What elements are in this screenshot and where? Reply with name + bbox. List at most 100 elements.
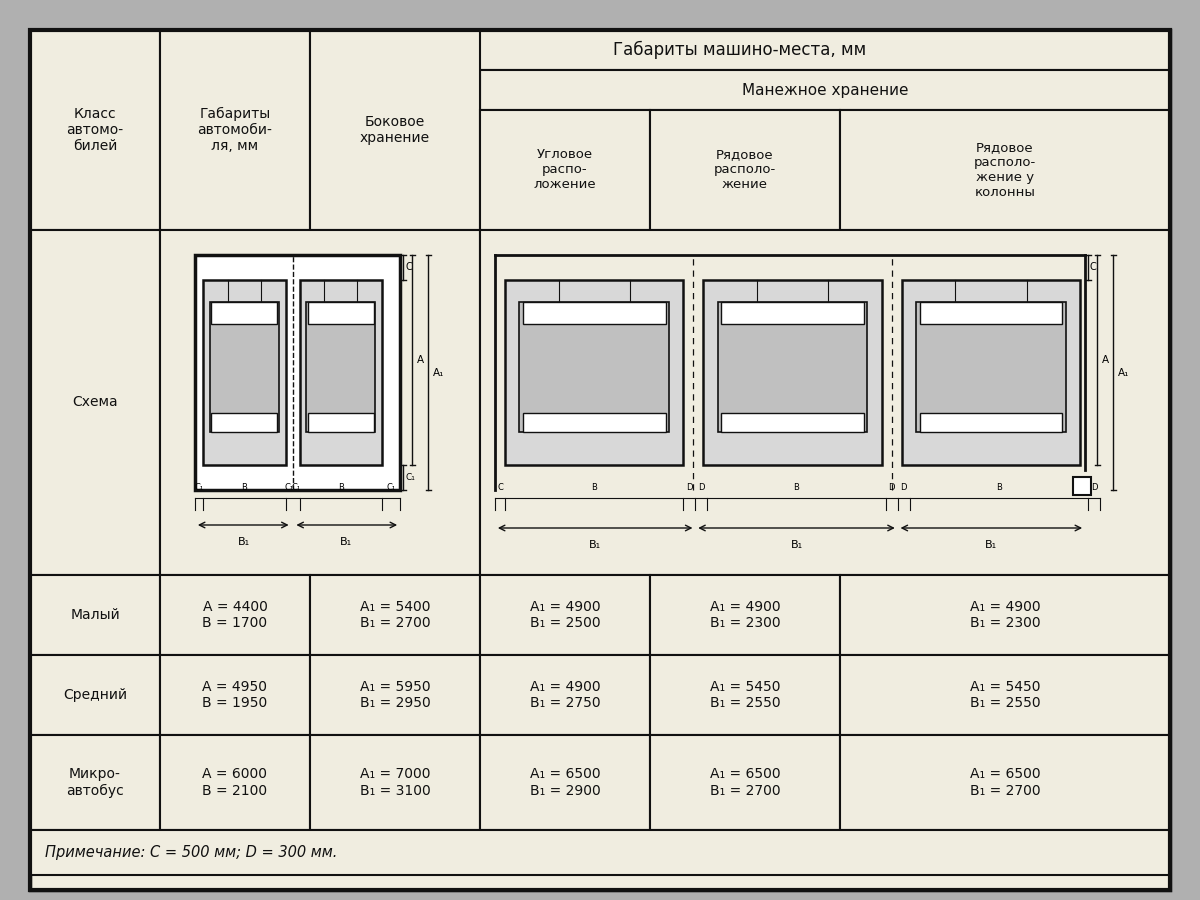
- Text: A₁ = 7000
B₁ = 3100: A₁ = 7000 B₁ = 3100: [360, 768, 431, 797]
- Bar: [919, 413, 1062, 432]
- Bar: [203, 280, 286, 465]
- Text: B: B: [793, 483, 799, 492]
- Text: Малый: Малый: [70, 608, 120, 622]
- Text: A₁ = 6500
B₁ = 2900: A₁ = 6500 B₁ = 2900: [529, 768, 600, 797]
- Text: B: B: [592, 483, 598, 492]
- Bar: [310, 575, 480, 655]
- Text: C: C: [1090, 263, 1097, 273]
- Bar: [650, 575, 840, 655]
- Text: A₁: A₁: [433, 367, 444, 377]
- Text: Габариты машино-места, мм: Габариты машино-места, мм: [613, 40, 866, 59]
- Bar: [721, 413, 864, 432]
- Text: A₁ = 5400
B₁ = 2700: A₁ = 5400 B₁ = 2700: [360, 600, 431, 630]
- Bar: [523, 413, 666, 432]
- Bar: [30, 830, 1170, 875]
- Bar: [1073, 477, 1091, 495]
- Bar: [211, 413, 277, 432]
- Text: B₁: B₁: [589, 540, 601, 550]
- Text: C₁: C₁: [386, 483, 396, 492]
- Text: B: B: [996, 483, 1002, 492]
- Text: Рядовое
располо-
жение: Рядовое располо- жение: [714, 148, 776, 192]
- Text: B₁: B₁: [340, 537, 353, 547]
- Text: B: B: [241, 483, 247, 492]
- Text: Средний: Средний: [62, 688, 127, 702]
- Bar: [306, 302, 376, 432]
- Bar: [840, 110, 1170, 230]
- Text: Угловое
распо-
ложение: Угловое распо- ложение: [534, 148, 596, 192]
- Bar: [310, 735, 480, 830]
- Bar: [307, 413, 373, 432]
- Bar: [194, 255, 400, 490]
- Text: D: D: [900, 483, 907, 492]
- Text: A₁ = 4900
B₁ = 2500: A₁ = 4900 B₁ = 2500: [529, 600, 600, 630]
- Bar: [650, 735, 840, 830]
- Text: C₁: C₁: [292, 483, 301, 492]
- Bar: [650, 110, 840, 230]
- Bar: [310, 30, 480, 230]
- Text: B: B: [338, 483, 343, 492]
- Bar: [30, 575, 160, 655]
- Bar: [160, 30, 310, 230]
- Bar: [480, 735, 650, 830]
- Text: C: C: [406, 263, 412, 273]
- Bar: [480, 575, 650, 655]
- Bar: [703, 280, 882, 465]
- Bar: [310, 655, 480, 735]
- Text: C₁: C₁: [406, 473, 415, 482]
- Text: Класс
автомо-
билей: Класс автомо- билей: [66, 107, 124, 153]
- Text: A₁ = 4900
B₁ = 2750: A₁ = 4900 B₁ = 2750: [529, 680, 600, 710]
- Bar: [480, 655, 650, 735]
- Bar: [721, 302, 864, 324]
- Text: A: A: [1102, 355, 1109, 365]
- Text: Боковое
хранение: Боковое хранение: [360, 115, 430, 145]
- Bar: [300, 280, 382, 465]
- Text: A = 6000
B = 2100: A = 6000 B = 2100: [203, 768, 268, 797]
- Bar: [650, 655, 840, 735]
- Bar: [30, 735, 160, 830]
- Text: Рядовое
располо-
жение у
колонны: Рядовое располо- жение у колонны: [974, 141, 1036, 199]
- Bar: [840, 735, 1170, 830]
- Text: A₁ = 5450
B₁ = 2550: A₁ = 5450 B₁ = 2550: [970, 680, 1040, 710]
- Text: A₁ = 4900
B₁ = 2300: A₁ = 4900 B₁ = 2300: [709, 600, 780, 630]
- Text: A₁: A₁: [1118, 367, 1129, 377]
- Text: D: D: [686, 483, 692, 492]
- Text: A₁ = 5450
B₁ = 2550: A₁ = 5450 B₁ = 2550: [709, 680, 780, 710]
- Text: B₁: B₁: [791, 540, 803, 550]
- Text: D: D: [1091, 483, 1097, 492]
- Bar: [718, 302, 868, 432]
- Bar: [901, 280, 1080, 465]
- Text: Микро-
автобус: Микро- автобус: [66, 768, 124, 797]
- Bar: [480, 70, 1170, 110]
- Bar: [211, 302, 277, 324]
- Bar: [160, 230, 480, 575]
- Text: C₁: C₁: [194, 483, 204, 492]
- Text: D: D: [888, 483, 895, 492]
- Text: Схема: Схема: [72, 395, 118, 410]
- Bar: [523, 302, 666, 324]
- Text: Примечание: C = 500 мм; D = 300 мм.: Примечание: C = 500 мм; D = 300 мм.: [46, 845, 337, 860]
- Text: A: A: [418, 355, 424, 365]
- Text: A = 4400
B = 1700: A = 4400 B = 1700: [203, 600, 268, 630]
- Bar: [30, 230, 160, 575]
- Bar: [520, 302, 670, 432]
- Text: A₁ = 6500
B₁ = 2700: A₁ = 6500 B₁ = 2700: [970, 768, 1040, 797]
- Text: C: C: [497, 483, 503, 492]
- Bar: [840, 575, 1170, 655]
- Bar: [210, 302, 278, 432]
- Bar: [480, 110, 650, 230]
- Bar: [480, 230, 1170, 575]
- Bar: [30, 30, 160, 230]
- Bar: [307, 302, 373, 324]
- Bar: [310, 30, 1170, 70]
- Bar: [840, 655, 1170, 735]
- Text: C₁: C₁: [284, 483, 294, 492]
- Text: B₁: B₁: [985, 540, 997, 550]
- Text: Манежное хранение: Манежное хранение: [742, 83, 908, 97]
- Text: A₁ = 5950
B₁ = 2950: A₁ = 5950 B₁ = 2950: [360, 680, 431, 710]
- Text: D: D: [698, 483, 704, 492]
- Text: A₁ = 4900
B₁ = 2300: A₁ = 4900 B₁ = 2300: [970, 600, 1040, 630]
- Text: Габариты
автомоби-
ля, мм: Габариты автомоби- ля, мм: [198, 107, 272, 153]
- Bar: [505, 280, 683, 465]
- Bar: [919, 302, 1062, 324]
- Bar: [916, 302, 1066, 432]
